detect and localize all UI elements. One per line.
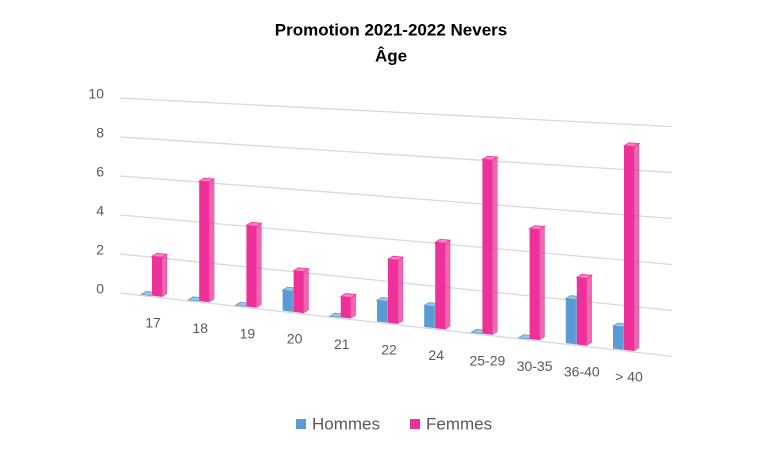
x-tick-label: 30-35 — [517, 358, 553, 374]
bar-side — [539, 226, 545, 341]
legend-swatch — [410, 419, 420, 429]
y-tick-label: 10 — [88, 86, 104, 102]
grid-line — [119, 97, 673, 128]
bar-side — [208, 178, 215, 303]
bar — [293, 270, 304, 314]
legend: Hommes Femmes — [296, 414, 492, 433]
bar-top — [339, 293, 358, 298]
bar-top — [150, 252, 169, 258]
bar-side — [303, 268, 309, 314]
chart-title: Promotion 2021-2022 Nevers — [275, 20, 507, 39]
bar — [388, 259, 398, 324]
grid-line — [119, 292, 673, 358]
bar — [282, 290, 293, 312]
bar-side — [633, 142, 640, 352]
x-tick-label: 19 — [240, 325, 256, 341]
bar — [529, 228, 540, 341]
bar-side — [397, 256, 404, 325]
y-tick-label: 2 — [96, 242, 104, 258]
x-tick-label: 21 — [334, 336, 350, 352]
legend-label: Hommes — [312, 414, 380, 433]
bar-side — [492, 156, 498, 336]
bar — [482, 159, 493, 335]
y-tick-label: 8 — [96, 125, 104, 141]
legend-label: Femmes — [426, 414, 492, 433]
bar-top — [575, 273, 594, 279]
x-tick-label: > 40 — [615, 369, 643, 385]
x-tick-label: 25-29 — [469, 352, 505, 368]
bar — [199, 181, 210, 303]
bar — [565, 298, 576, 345]
x-tick-label: 24 — [428, 347, 444, 363]
x-tick-label: 18 — [192, 320, 208, 336]
x-tick-label: 22 — [381, 342, 397, 358]
y-tick-label: 4 — [96, 203, 104, 219]
chart-subtitle: Âge — [375, 46, 407, 65]
bar-side — [256, 222, 262, 309]
bar — [424, 305, 435, 329]
y-tick-label: 6 — [96, 164, 104, 180]
legend-swatch — [296, 419, 306, 429]
bar-side — [161, 253, 168, 298]
grid-line — [119, 136, 673, 174]
y-tick-label: 0 — [96, 281, 104, 297]
bar-top — [433, 238, 452, 244]
bar-side — [444, 239, 451, 330]
bar — [576, 277, 587, 346]
bar-top — [622, 142, 641, 147]
bar-top — [481, 155, 499, 161]
bar — [377, 300, 387, 323]
bar-top — [197, 177, 216, 183]
bar-side — [350, 294, 357, 319]
x-tick-label: 17 — [145, 314, 161, 330]
bar-top — [386, 255, 405, 261]
bar-side — [586, 274, 593, 347]
x-tick-label: 36-40 — [564, 363, 600, 379]
x-tick-label: 20 — [287, 331, 303, 347]
bar — [246, 225, 257, 308]
bar — [435, 242, 446, 330]
bar — [613, 325, 623, 350]
bar-top — [528, 225, 546, 230]
bar — [152, 256, 162, 297]
bar-top — [245, 221, 263, 227]
bar — [624, 145, 634, 352]
bar — [340, 296, 351, 319]
bar-top — [292, 267, 310, 273]
